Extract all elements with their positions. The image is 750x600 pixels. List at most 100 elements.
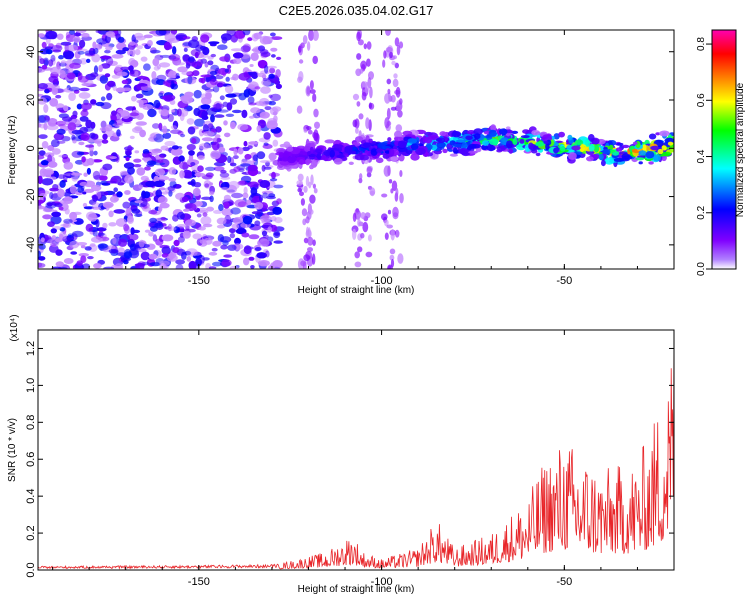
spectrogram-cell [180,133,186,138]
spectrogram-cell [312,253,316,265]
spectrogram-x-ticks: -150 -100 -50 [52,30,675,287]
spectrogram-cell [496,145,506,152]
spectrogram-cell [60,60,67,64]
spectrogram-cell [108,248,119,254]
spectrogram-cell [272,206,283,215]
spectrogram-cell [287,156,296,164]
spectrogram-cell [226,30,236,37]
spectrogram-cell [63,50,75,60]
snr-background [38,330,674,570]
x-tick-label: -100 [371,576,393,588]
spectrogram-cell [77,76,89,83]
spectrogram-cell [186,248,198,257]
spectrogram-cell [258,194,264,202]
spectrogram-cell [102,163,113,171]
spectrogram-cell [244,246,254,250]
spectrogram-cell [212,85,220,93]
spectrogram-cell [71,134,76,142]
spectrogram-cell [129,41,136,46]
spectrogram-cell [90,72,99,78]
spectrogram-cell [38,250,41,258]
spectrogram-cell [303,185,308,193]
spectrogram-cell [395,86,401,98]
y-tick-label: 0 [25,145,37,151]
spectrogram-cell [270,36,283,40]
spectrogram-cell [356,101,361,107]
spectrogram-cell [543,140,549,145]
spectrogram-cell [38,33,45,38]
spectrogram-cell [182,36,191,40]
spectrogram-cell [415,147,426,155]
spectrogram-cell [240,163,251,167]
spectrogram-cell [227,155,232,164]
spectrogram-cell [251,33,259,42]
spectrogram-cell [82,191,87,195]
spectrogram-cell [638,161,643,165]
spectrogram-cell [262,36,273,45]
spectrogram-cell [613,157,625,162]
spectrogram-cell [222,240,229,246]
spectrogram-cell [259,111,270,119]
spectrogram-cell [655,132,661,136]
spectrogram-cell [270,47,278,52]
spectrogram-cell [250,265,255,269]
spectrogram-cell [243,89,250,98]
spectrogram-cell [38,122,42,128]
spectrogram-cell [59,180,66,188]
spectrogram-cell [216,137,222,143]
spectrogram-cell [134,200,144,204]
spectrogram-cell [365,251,373,258]
spectrogram-cell [116,71,128,77]
spectrogram-cell [201,196,212,200]
spectrogram-cell [38,262,46,268]
spectrogram-cell [268,193,276,198]
spectrogram-cell [84,246,92,251]
spectrogram-cell [394,62,399,69]
spectrogram-cell [209,191,215,196]
spectrogram-cell [397,110,403,118]
spectrogram-cell [109,156,117,160]
spectrogram-cell [369,187,376,197]
spectrogram-cell [522,129,530,134]
y-tick-label: 1.2 [25,341,37,356]
spectrogram-cell [214,134,221,139]
spectrogram-cell [90,121,96,129]
spectrogram-cell [488,138,499,146]
spectrogram-cell [381,213,388,221]
spectrogram-cell [185,61,196,65]
spectrogram-cell [102,133,108,140]
spectrogram-cell [358,113,364,120]
spectrogram-cell [248,141,259,145]
spectrogram-cell [250,52,259,61]
spectrogram-cell [161,234,174,242]
spectrogram-cell [458,148,465,154]
spectrogram-cell [233,148,238,156]
spectrogram-cell [383,50,387,59]
spectrogram-cell [169,99,176,105]
spectrogram-cell [137,261,146,267]
spectrogram-cell [297,173,304,182]
spectrogram-cell [449,140,456,146]
spectrogram-cell [248,115,255,119]
spectrogram-cell [558,131,565,138]
spectrogram-cell [259,215,272,223]
spectrogram-cell [638,150,647,156]
spectrogram-cell [76,260,83,266]
spectrogram-cell [186,144,196,151]
spectrogram-cell [266,65,278,69]
spectrogram-cell [69,30,75,35]
spectrogram-cell [393,73,398,79]
spectrogram-cell [223,120,228,126]
spectrogram-cell [270,32,276,37]
spectrogram-cell [205,166,216,171]
spectrogram-cell [138,239,145,248]
spectrogram-cell [506,140,513,149]
spectrogram-cell [247,84,256,89]
spectrogram-cell [256,125,262,133]
spectrogram-cell [129,112,139,117]
spectrogram-cell [368,102,372,109]
spectrogram-cell [301,208,308,217]
spectrogram-cell [188,39,200,49]
spectrogram-cell [131,229,141,234]
spectrogram-cell [200,74,211,78]
